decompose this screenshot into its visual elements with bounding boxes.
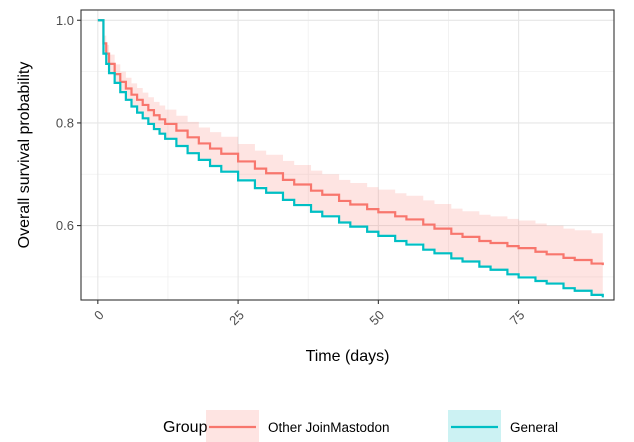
x-axis-title: Time (days) [306, 348, 390, 365]
survival-curves [97, 19, 604, 298]
confidence-bands [97, 20, 603, 299]
y-axis-title: Overall survival probability [16, 62, 33, 249]
confidence-band-other-joinmastodon [97, 20, 603, 296]
legend-label-other-joinmastodon: Other JoinMastodon [268, 420, 390, 435]
x-tick-label: 50 [366, 307, 387, 328]
legend-title: Group [163, 419, 208, 436]
y-tick-label: 0.8 [56, 115, 74, 130]
x-axis-ticks: 0 25 50 75 [91, 300, 528, 328]
legend-label-general: General [510, 420, 558, 435]
panel-border [80, 9, 615, 301]
y-tick-label: 0.6 [56, 218, 74, 233]
y-tick-label: 1.0 [56, 13, 74, 28]
x-tick-label: 75 [507, 307, 528, 328]
y-axis-ticks: 0.6 0.8 1.0 [56, 13, 81, 233]
x-tick-label: 0 [91, 307, 107, 323]
survival-curve-general [97, 19, 604, 298]
legend: Group Other JoinMastodon General [163, 410, 558, 442]
x-tick-label: 25 [226, 307, 247, 328]
survival-curve-other-joinmastodon [97, 19, 604, 266]
